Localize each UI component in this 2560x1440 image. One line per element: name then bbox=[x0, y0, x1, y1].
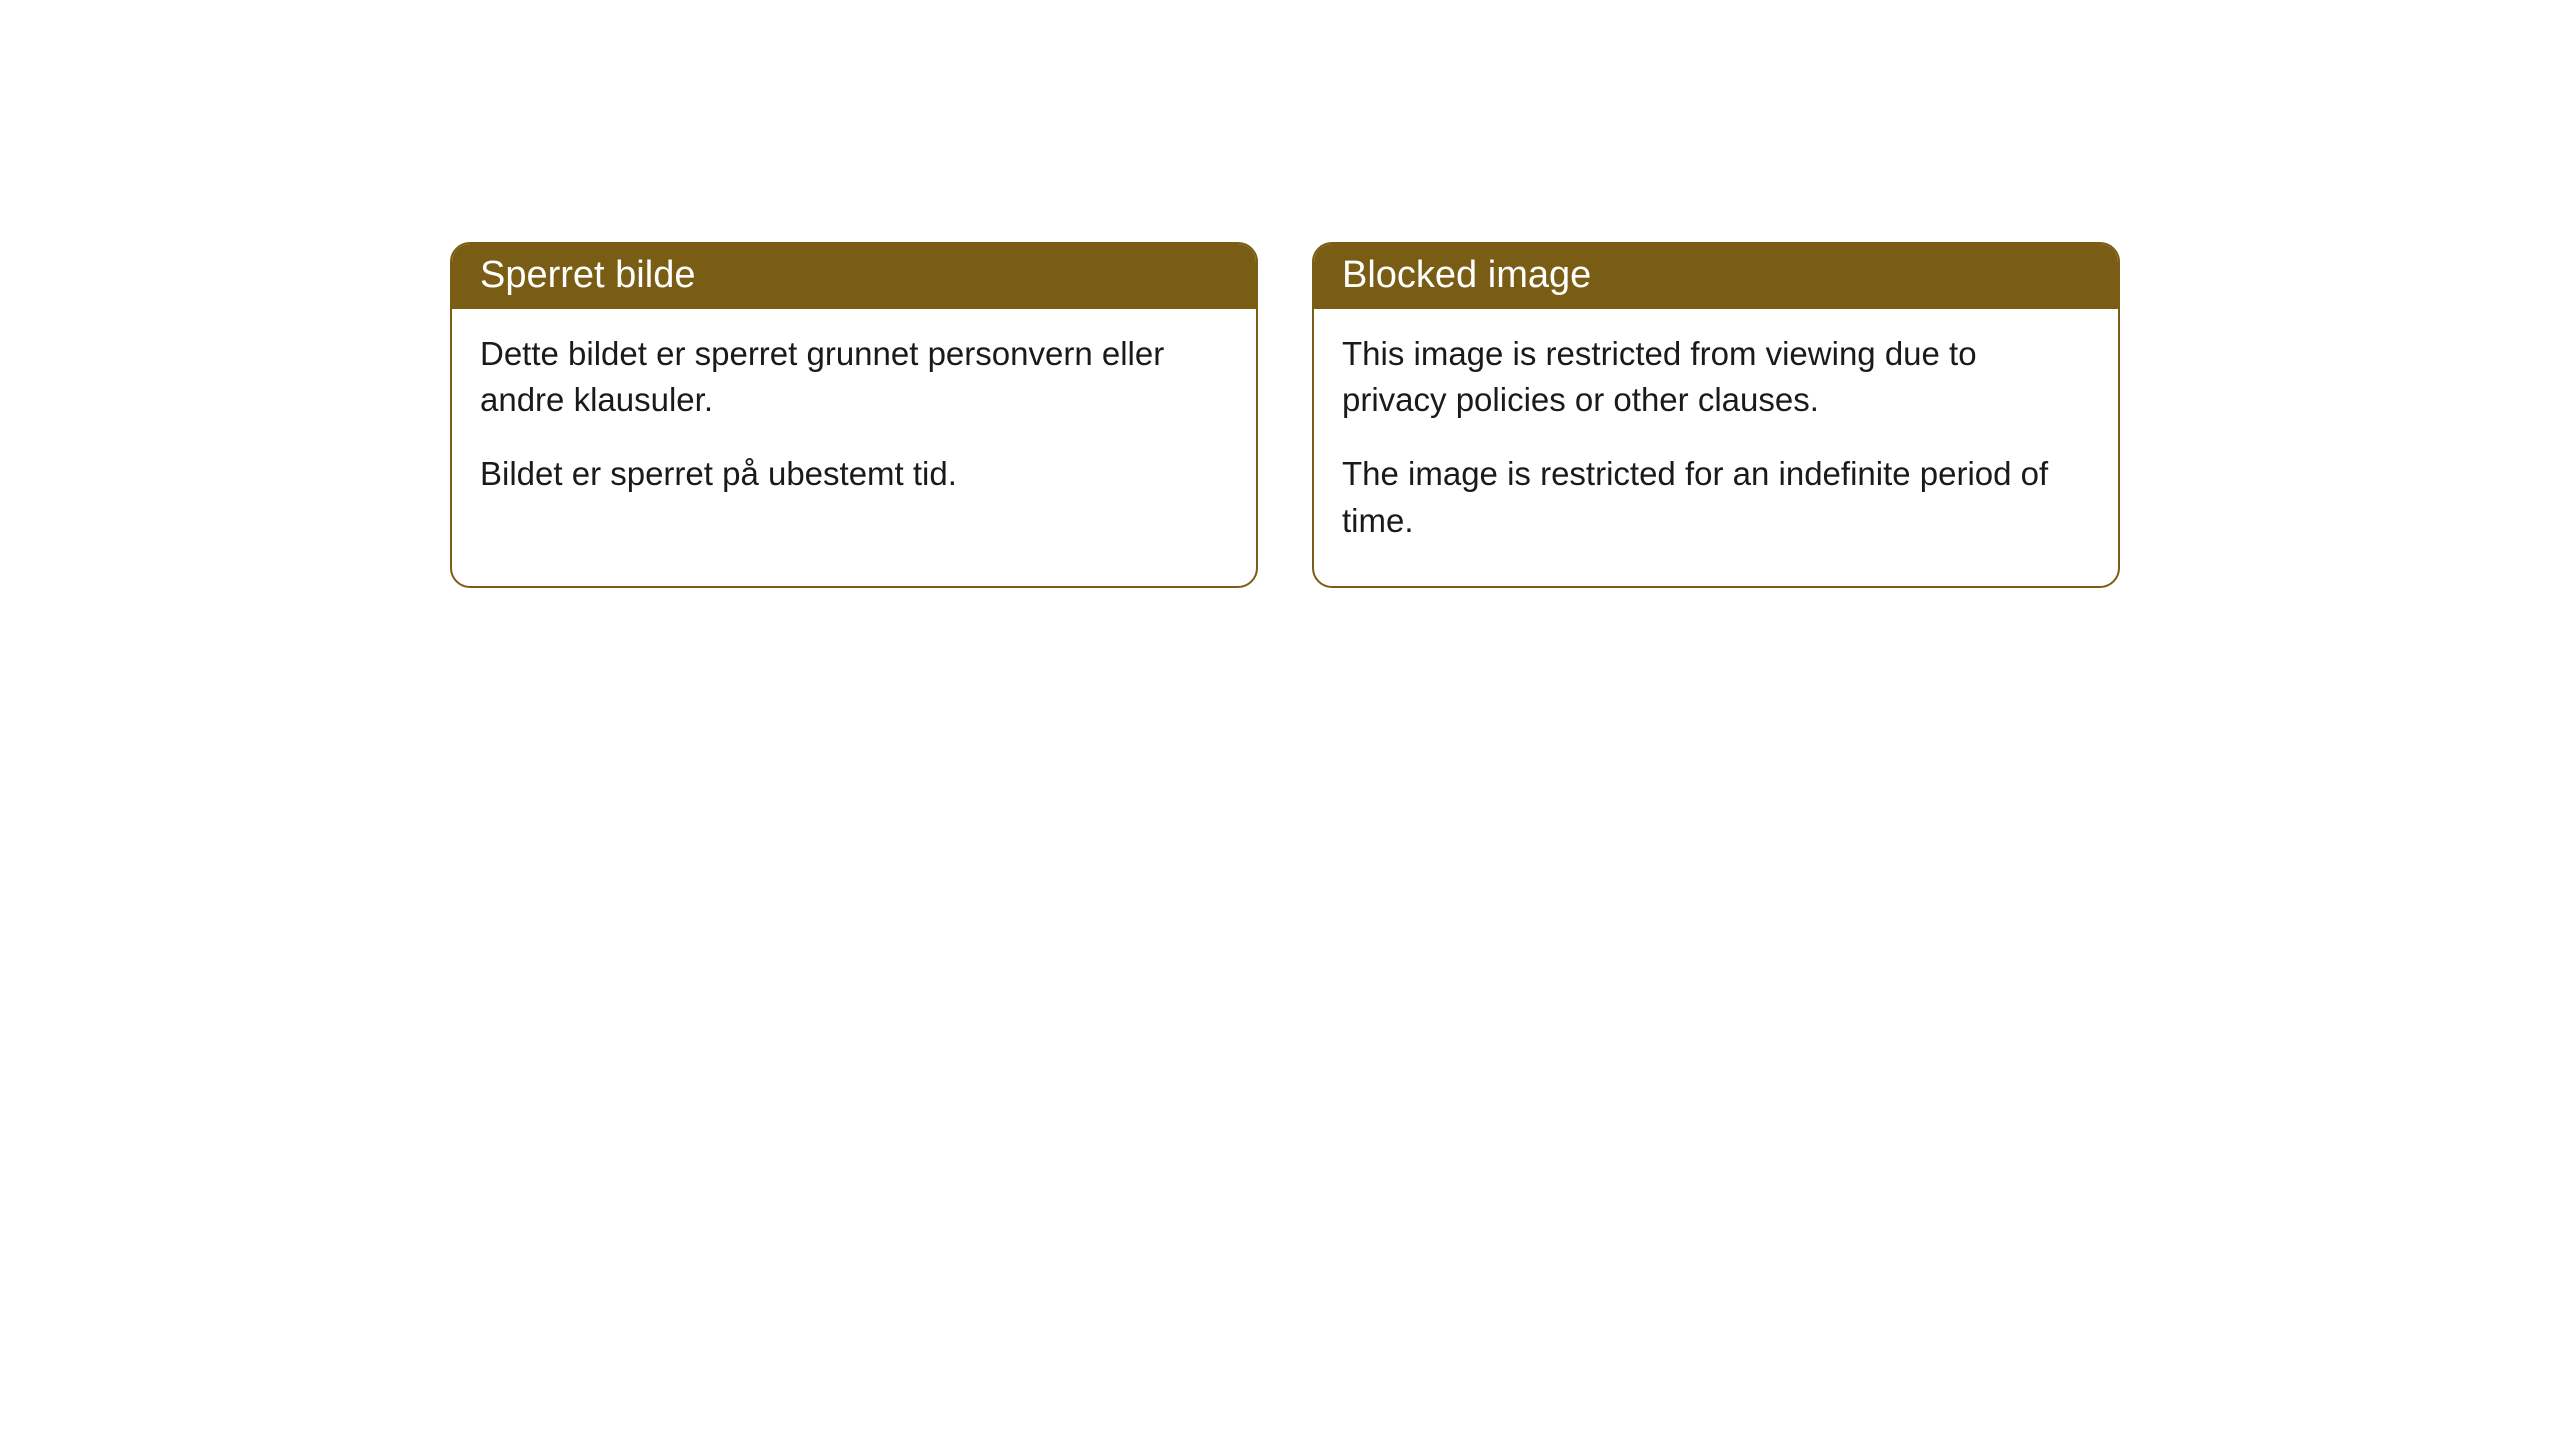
card-paragraph: Bildet er sperret på ubestemt tid. bbox=[480, 451, 1228, 497]
card-paragraph: The image is restricted for an indefinit… bbox=[1342, 451, 2090, 543]
card-header: Sperret bilde bbox=[452, 244, 1256, 309]
notice-card-norwegian: Sperret bilde Dette bildet er sperret gr… bbox=[450, 242, 1258, 588]
card-paragraph: This image is restricted from viewing du… bbox=[1342, 331, 2090, 423]
card-title: Blocked image bbox=[1342, 254, 1591, 296]
card-body: Dette bildet er sperret grunnet personve… bbox=[452, 309, 1256, 540]
card-header: Blocked image bbox=[1314, 244, 2118, 309]
card-body: This image is restricted from viewing du… bbox=[1314, 309, 2118, 586]
card-paragraph: Dette bildet er sperret grunnet personve… bbox=[480, 331, 1228, 423]
notice-cards-container: Sperret bilde Dette bildet er sperret gr… bbox=[450, 242, 2120, 588]
notice-card-english: Blocked image This image is restricted f… bbox=[1312, 242, 2120, 588]
card-title: Sperret bilde bbox=[480, 254, 695, 296]
